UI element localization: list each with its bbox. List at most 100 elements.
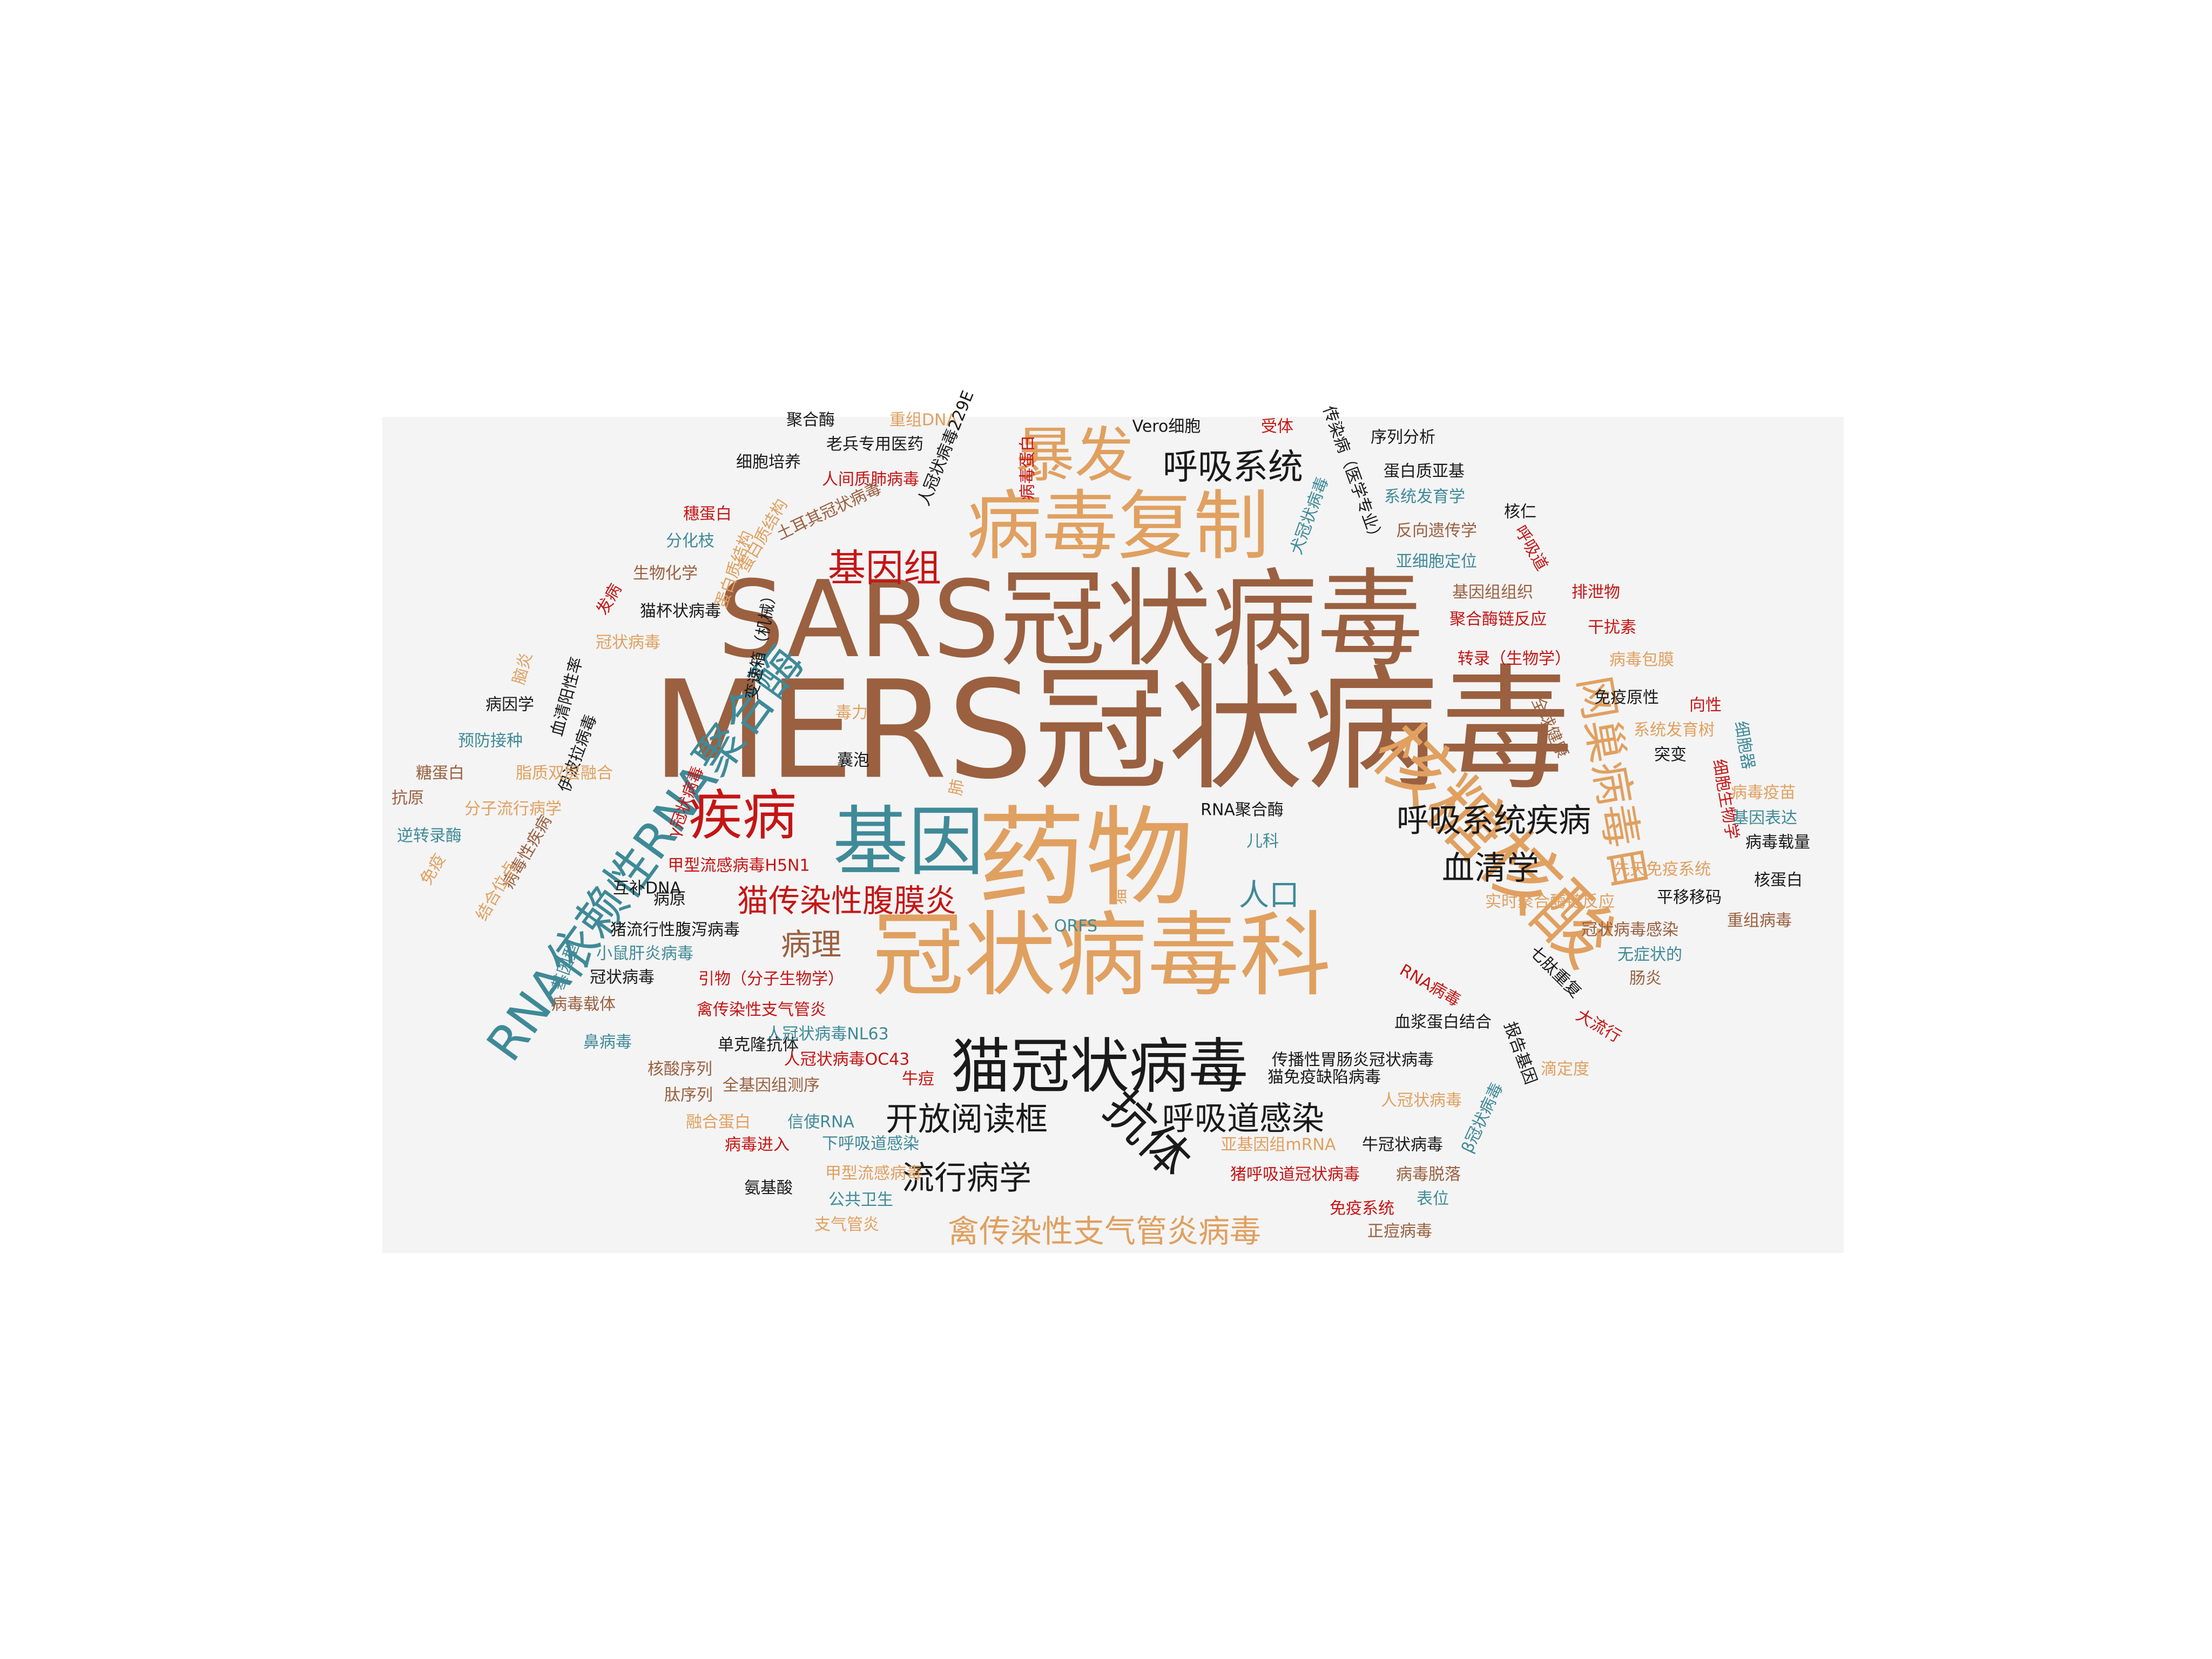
cloud-word: 干扰素: [1588, 618, 1636, 637]
word-cloud-words: MERS冠状病毒SARS冠状病毒药物冠状病毒科病毒复制核糖核酸基因猫冠状病毒暴发…: [392, 388, 1810, 1250]
cloud-word: Vero细胞: [1132, 417, 1201, 436]
cloud-word: 基因组组织: [1452, 583, 1533, 602]
cloud-word: 向性: [1689, 696, 1722, 715]
cloud-word: 猫杯状病毒: [640, 602, 721, 621]
cloud-word: 人冠状病毒NL63: [766, 1025, 888, 1044]
cloud-word: 疾病: [689, 784, 797, 847]
cloud-word: 亚细胞定位: [1396, 552, 1477, 571]
cloud-word: 毒力: [835, 704, 868, 723]
cloud-word: 病毒脱落: [1396, 1165, 1461, 1184]
cloud-word: 聚合酶: [786, 411, 835, 430]
cloud-word: 重组DNA: [889, 411, 958, 430]
cloud-word: 单克隆抗体: [718, 1036, 799, 1055]
cloud-word: 滴定度: [1541, 1060, 1589, 1079]
cloud-word: 传播性胃肠炎冠状病毒: [1272, 1051, 1434, 1070]
cloud-word: RNA病毒: [1397, 961, 1464, 1010]
cloud-word: 突变: [1654, 746, 1687, 765]
cloud-word: 互补DNA: [613, 879, 682, 898]
cloud-word: RNA聚合酶: [1201, 801, 1284, 820]
cloud-word: 猫: [1111, 888, 1130, 905]
cloud-word: 核蛋白: [1754, 871, 1803, 890]
cloud-word: 儿科: [1246, 832, 1279, 851]
cloud-word: MERS冠状病毒: [652, 652, 1573, 809]
cloud-word: 糖蛋白: [416, 764, 464, 783]
cloud-word: 分子流行病学: [464, 800, 562, 819]
cloud-word: 肠炎: [1629, 969, 1662, 988]
cloud-word: 融合蛋白: [686, 1113, 751, 1132]
cloud-word: 人冠状病毒OC43: [784, 1050, 910, 1069]
cloud-word: 细胞培养: [736, 453, 801, 472]
cloud-word: 药物: [977, 796, 1193, 922]
cloud-word: 冠状病毒: [590, 968, 655, 987]
cloud-word: 病因学: [485, 696, 534, 714]
cloud-word: 猫免疫缺陷病毒: [1267, 1068, 1381, 1087]
cloud-word: 预防接种: [458, 732, 523, 751]
cloud-word: 基因表达: [1732, 809, 1797, 828]
cloud-word: 核仁: [1504, 503, 1536, 522]
cloud-word: 序列分析: [1371, 428, 1435, 447]
cloud-word: 系统发育树: [1634, 721, 1715, 740]
cloud-word: 人间质肺病毒: [822, 470, 919, 489]
cloud-word: 猫冠状病毒: [951, 1032, 1248, 1101]
word-cloud-background: [382, 417, 1844, 1253]
cloud-word: 穗蛋白: [683, 505, 732, 524]
cloud-word: 实时聚合酶链反应: [1485, 893, 1615, 912]
cloud-word: 基因组: [828, 546, 941, 590]
cloud-word: 排泄物: [1572, 583, 1620, 602]
cloud-word: 脑炎: [509, 650, 536, 686]
cloud-word: 受体: [1261, 417, 1293, 436]
cloud-word: 基因: [833, 799, 984, 887]
cloud-word: 抗原: [392, 789, 424, 808]
cloud-word: 信使RNA: [787, 1113, 854, 1132]
cloud-word: 免疫原性: [1594, 689, 1659, 707]
cloud-word: 亚基因组mRNA: [1220, 1136, 1336, 1155]
cloud-word: 甲型流感病毒H5N1: [667, 857, 810, 875]
cloud-word: 禽传染性支气管炎: [697, 1001, 826, 1020]
cloud-word: 禽传染性支气管炎病毒: [948, 1213, 1261, 1250]
cloud-word: 暴发: [1015, 421, 1134, 490]
cloud-word: 报告基因: [1500, 1020, 1540, 1087]
cloud-word: 肺: [946, 778, 968, 797]
cloud-word: 传染病（医学专业）: [1319, 403, 1386, 547]
cloud-word: 开放阅读框: [886, 1101, 1048, 1138]
cloud-word: 病毒进入: [725, 1136, 790, 1155]
cloud-word: 反向遗传学: [1396, 522, 1477, 541]
cloud-word: 人冠状病毒: [1381, 1091, 1462, 1110]
cloud-word: 老兵专用医药: [826, 435, 923, 454]
cloud-word: 牛冠状病毒: [1362, 1136, 1443, 1155]
cloud-word: 小鼠肝炎病毒: [596, 945, 693, 963]
cloud-word: 冠状病毒: [596, 633, 660, 652]
cloud-word: 呼吸道: [1510, 522, 1551, 574]
cloud-word: 免疫: [417, 851, 449, 888]
cloud-word: 猫传染性腹膜炎: [737, 882, 956, 919]
cloud-word: 冠状病毒科: [872, 902, 1331, 1009]
cloud-word: 生物化学: [633, 564, 698, 583]
cloud-word: 转录（生物学）: [1458, 650, 1571, 669]
cloud-word: 核酸序列: [648, 1060, 712, 1079]
cloud-word: 正痘病毒: [1367, 1222, 1432, 1241]
cloud-word: β冠状病毒: [1458, 1080, 1507, 1156]
cloud-word: 呼吸系统: [1163, 447, 1303, 488]
cloud-word: 脂质双层融合: [516, 764, 613, 783]
cloud-word: SARS冠状病毒: [718, 558, 1424, 682]
cloud-word: 呼吸道感染: [1162, 1100, 1324, 1138]
cloud-word: 病毒载量: [1745, 833, 1810, 852]
cloud-word: 细胞器: [1731, 720, 1758, 771]
cloud-word: 蛋白质亚基: [1384, 462, 1465, 481]
cloud-word: 呼吸系统疾病: [1397, 802, 1591, 840]
cloud-word: 病理: [781, 928, 841, 963]
cloud-word: 猪呼吸道冠状病毒: [1230, 1165, 1360, 1184]
cloud-word: 氨基酸: [744, 1179, 793, 1198]
cloud-word: 猪流行性腹泻病毒: [610, 921, 740, 940]
cloud-word: 聚合酶链反应: [1449, 610, 1547, 629]
cloud-word: 无症状的: [1617, 946, 1682, 965]
cloud-word: 肽序列: [664, 1086, 713, 1105]
cloud-word: 平移移码: [1657, 888, 1722, 907]
cloud-word: 表位: [1417, 1190, 1449, 1209]
cloud-word: 病毒疫苗: [1731, 784, 1796, 802]
cloud-word: 大流行: [1573, 1006, 1624, 1046]
cloud-word: 病毒复制: [967, 483, 1269, 571]
cloud-word: 鼻病毒: [583, 1033, 632, 1052]
cloud-word: 血浆蛋白结合: [1394, 1013, 1492, 1032]
cloud-word: 先天免疫系统: [1614, 860, 1711, 879]
